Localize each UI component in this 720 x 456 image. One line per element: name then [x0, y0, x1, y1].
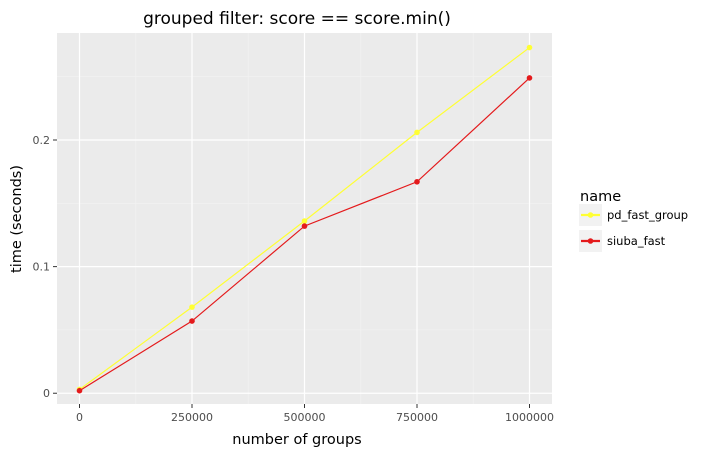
x-tick-label: 500000: [284, 411, 326, 424]
x-tick-label: 750000: [396, 411, 438, 424]
y-axis-label: time (seconds): [9, 165, 25, 273]
y-tick-label: 0.1: [33, 261, 51, 274]
chart-title: grouped filter: score == score.min(): [143, 9, 451, 29]
data-point-pd_fast_group: [189, 304, 195, 310]
y-tick-label: 0.2: [33, 134, 51, 147]
x-axis-ticks: 0 250000 500000 750000 1000000: [76, 404, 554, 424]
legend-label: siuba_fast: [607, 234, 666, 248]
data-point-pd_fast_group: [414, 129, 420, 136]
data-point-pd_fast_group: [526, 44, 533, 51]
legend-title: name: [580, 189, 621, 205]
data-point-siuba_fast: [76, 387, 83, 394]
y-tick-label: 0: [43, 387, 50, 400]
data-point-siuba_fast: [526, 75, 533, 81]
x-tick-label: 250000: [171, 411, 213, 424]
data-point-siuba_fast: [414, 178, 420, 185]
x-tick-label: 1000000: [505, 411, 554, 424]
data-point-siuba_fast: [301, 223, 308, 229]
legend-items: pd_fast_group siuba_fast: [579, 204, 688, 252]
data-point-pd_fast_group: [301, 218, 308, 224]
legend: name pd_fast_group siuba_fast: [579, 189, 688, 252]
x-axis-label: number of groups: [232, 432, 361, 448]
data-point-siuba_fast: [189, 318, 195, 324]
y-axis-ticks: 0 0.1 0.2: [33, 134, 57, 400]
legend-key-point: [587, 238, 594, 244]
x-tick-label: 0: [76, 411, 83, 424]
legend-key-point: [587, 212, 594, 218]
series-layer: [76, 44, 533, 394]
legend-label: pd_fast_group: [607, 208, 688, 222]
